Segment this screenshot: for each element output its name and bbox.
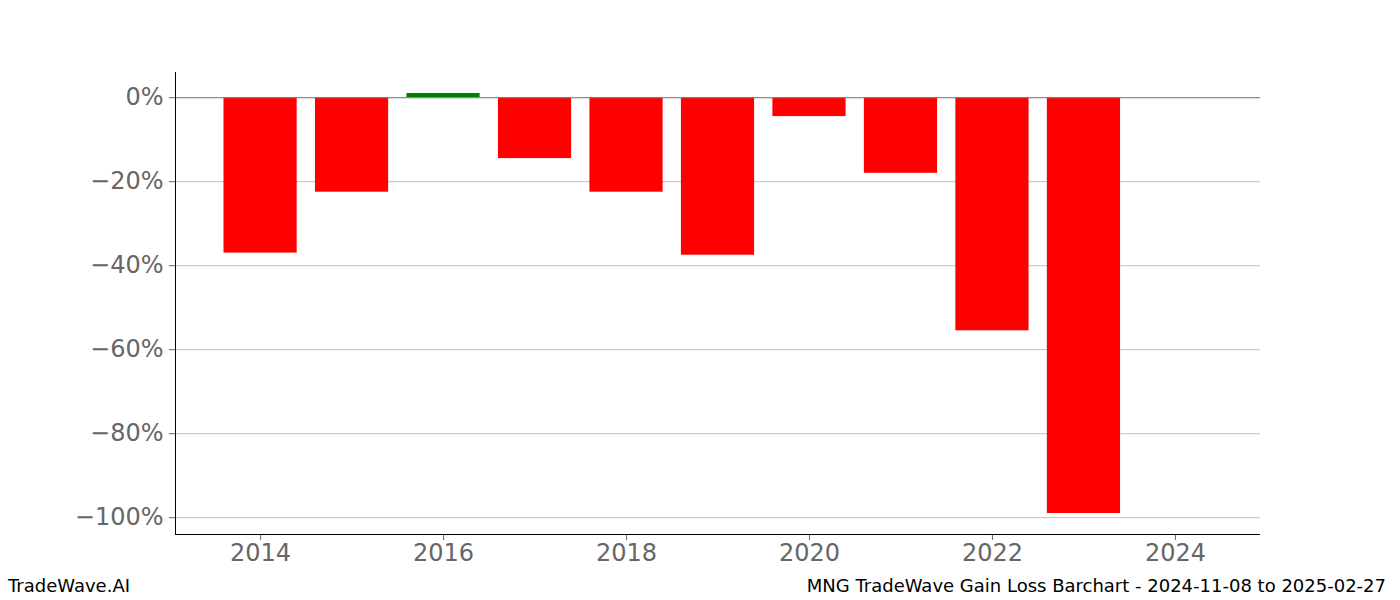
svg-text:2014: 2014 — [230, 539, 291, 567]
html-text:TradeWave.AI: TradeWave.AI — [8, 575, 130, 596]
svg-text:−100%: −100% — [75, 503, 164, 531]
svg-text:2022: 2022 — [962, 539, 1023, 567]
svg-text:0%: 0% — [125, 83, 163, 111]
svg-text:2018: 2018 — [596, 539, 657, 567]
svg-text:2020: 2020 — [779, 539, 840, 567]
svg-text:−80%: −80% — [90, 419, 163, 447]
svg-text:−20%: −20% — [90, 167, 163, 195]
svg-text:−60%: −60% — [90, 335, 163, 363]
html-text:MNG TradeWave Gain Loss Barcha: MNG TradeWave Gain Loss Barchart - 2024-… — [806, 575, 1386, 596]
svg-text:−40%: −40% — [90, 251, 163, 279]
svg-text:2016: 2016 — [413, 539, 474, 567]
svg-text:2024: 2024 — [1145, 539, 1206, 567]
